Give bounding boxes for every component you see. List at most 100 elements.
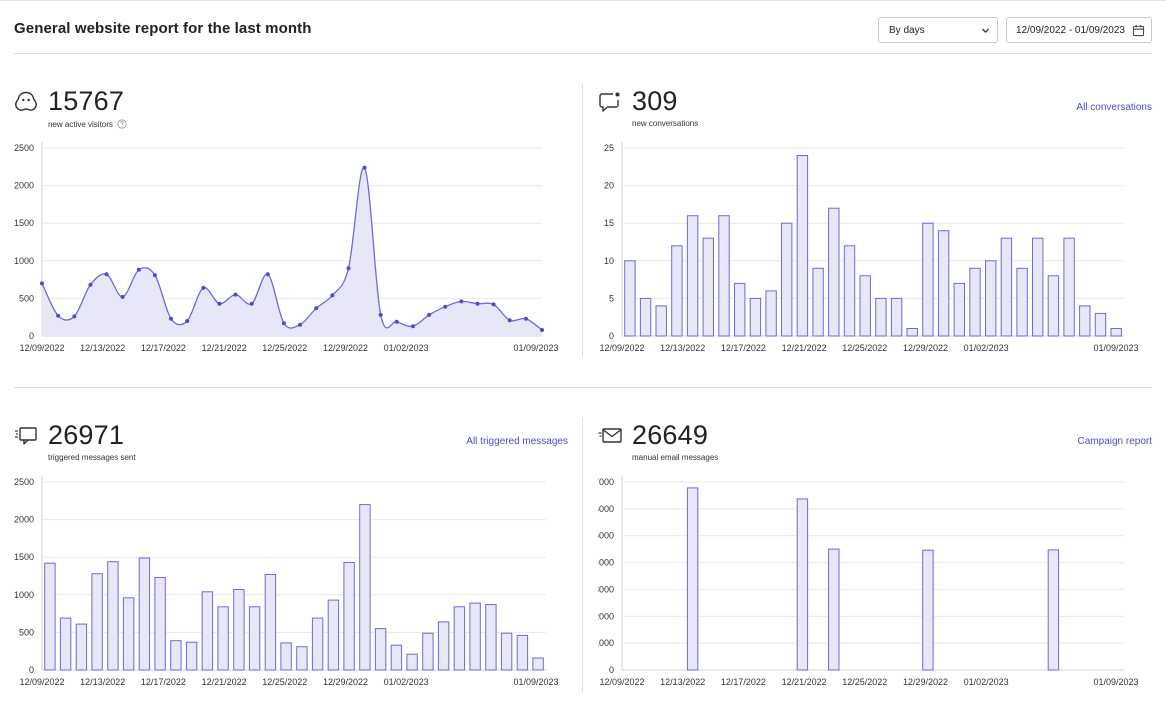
y-tick-label: 500 xyxy=(19,627,34,637)
bar xyxy=(311,617,324,671)
bar xyxy=(1032,237,1044,337)
y-tick-label: 0 xyxy=(29,665,34,675)
bar xyxy=(1000,237,1013,337)
period-select-value: By days xyxy=(889,25,925,36)
email-chart-svg: 0 1000 2000 3000 4000 5000 6000 7000 12/09/2022 1… xyxy=(594,476,1139,687)
data-point xyxy=(201,285,206,290)
bar xyxy=(906,328,918,337)
bar xyxy=(671,245,683,337)
bar xyxy=(765,290,777,337)
bar xyxy=(437,621,450,671)
data-point xyxy=(56,313,61,318)
triggered-chart: 0 500 1000 1500 2000 2500 12/09/2022 12/13/2022… xyxy=(14,475,574,695)
bar xyxy=(327,599,340,671)
visitors-chart-svg: 0 500 1000 1500 2000 2500 12/09/2022 12/13/2022… xyxy=(14,142,559,353)
data-point xyxy=(104,272,109,277)
data-point xyxy=(459,299,464,304)
x-tick-label: 01/02/2023 xyxy=(964,343,1009,353)
x-tick-label: 12/21/2022 xyxy=(202,677,247,687)
bar xyxy=(796,155,809,337)
y-tick-label: 2000 xyxy=(14,181,34,191)
bar xyxy=(655,305,667,337)
y-tick-label: 0 xyxy=(29,331,34,341)
bar xyxy=(154,577,166,671)
data-point xyxy=(72,314,77,319)
y-tick-label: 2000 xyxy=(14,515,34,525)
conversations-chart-svg: 0 5 10 15 20 25 12/09/2022 12/13/2022 12/17/2022… xyxy=(599,142,1139,353)
bar xyxy=(485,604,497,671)
column-divider-bottom xyxy=(582,418,583,692)
triggered-chart-svg: 0 500 1000 1500 2000 2500 12/09/2022 12/13/2022… xyxy=(14,476,559,687)
all-triggered-messages-link[interactable]: All triggered messages xyxy=(466,436,568,447)
x-tick-label: 12/29/2022 xyxy=(903,343,948,353)
top-border xyxy=(0,0,1166,1)
bar xyxy=(122,597,135,671)
y-tick-label: 0 xyxy=(609,665,614,675)
data-point xyxy=(120,294,125,299)
date-range-picker[interactable]: 12/09/2022 - 01/09/2023 xyxy=(1006,17,1152,43)
bar xyxy=(343,562,355,671)
data-point xyxy=(249,301,254,306)
data-point xyxy=(233,292,238,297)
campaign-report-link[interactable]: Campaign report xyxy=(1077,436,1152,447)
bar xyxy=(138,557,151,671)
email-panel: 26649 manual email messages Campaign rep… xyxy=(594,420,1152,690)
bar xyxy=(922,549,934,671)
metric-value: 15767 xyxy=(48,86,125,116)
data-point xyxy=(136,267,141,272)
bar xyxy=(937,230,950,337)
bar xyxy=(702,237,714,337)
triggered-panel: 26971 triggered messages sent All trigge… xyxy=(14,420,568,690)
bar xyxy=(422,632,434,671)
metric-label: new active visitors xyxy=(48,119,127,129)
bar xyxy=(812,267,824,337)
x-tick-label: 12/09/2022 xyxy=(19,343,64,353)
bar xyxy=(828,207,840,337)
x-tick-label: 12/17/2022 xyxy=(141,677,186,687)
all-conversations-link[interactable]: All conversations xyxy=(1076,102,1152,113)
x-tick-label: 12/13/2022 xyxy=(660,677,705,687)
x-tick-label: 12/25/2022 xyxy=(262,343,307,353)
metric-value: 26971 xyxy=(48,420,125,450)
data-point xyxy=(362,165,367,170)
metric-label-text: new active visitors xyxy=(48,120,113,129)
x-tick-label: 01/02/2023 xyxy=(384,343,429,353)
bar xyxy=(1063,237,1075,337)
bar xyxy=(922,222,934,337)
help-icon[interactable] xyxy=(117,119,127,129)
bar xyxy=(1047,275,1060,337)
x-tick-label: 12/29/2022 xyxy=(323,677,368,687)
data-point xyxy=(298,322,303,327)
data-point xyxy=(185,319,190,323)
y-tick-label: 6000 xyxy=(598,504,614,514)
bar xyxy=(170,640,182,671)
bar xyxy=(749,297,762,337)
visitors-panel: 15767 new active visitors 0 500 1000 1500 20… xyxy=(14,86,568,356)
x-tick-label: 01/09/2023 xyxy=(513,343,558,353)
bar xyxy=(718,215,730,337)
monitor-message-icon xyxy=(15,427,37,445)
bar xyxy=(843,245,856,337)
row-divider xyxy=(14,387,1152,388)
bar xyxy=(59,617,72,671)
bar xyxy=(890,297,903,337)
x-tick-label: 12/17/2022 xyxy=(721,343,766,353)
y-tick-label: 1500 xyxy=(14,552,34,562)
x-tick-label: 12/13/2022 xyxy=(80,677,125,687)
y-tick-label: 1000 xyxy=(14,590,34,600)
data-point xyxy=(169,316,173,321)
bar xyxy=(107,561,119,671)
bar xyxy=(217,606,229,671)
chat-bubble-icon xyxy=(599,92,620,112)
bar xyxy=(734,282,746,337)
envelope-icon xyxy=(598,428,622,443)
bar xyxy=(390,644,403,671)
period-select[interactable]: By days xyxy=(878,17,998,43)
y-tick-label: 20 xyxy=(604,181,614,191)
x-tick-label: 12/21/2022 xyxy=(782,343,827,353)
bar xyxy=(532,657,544,671)
bar xyxy=(875,297,887,337)
data-point xyxy=(40,281,44,286)
y-tick-label: 0 xyxy=(609,331,614,341)
bar xyxy=(233,589,245,671)
